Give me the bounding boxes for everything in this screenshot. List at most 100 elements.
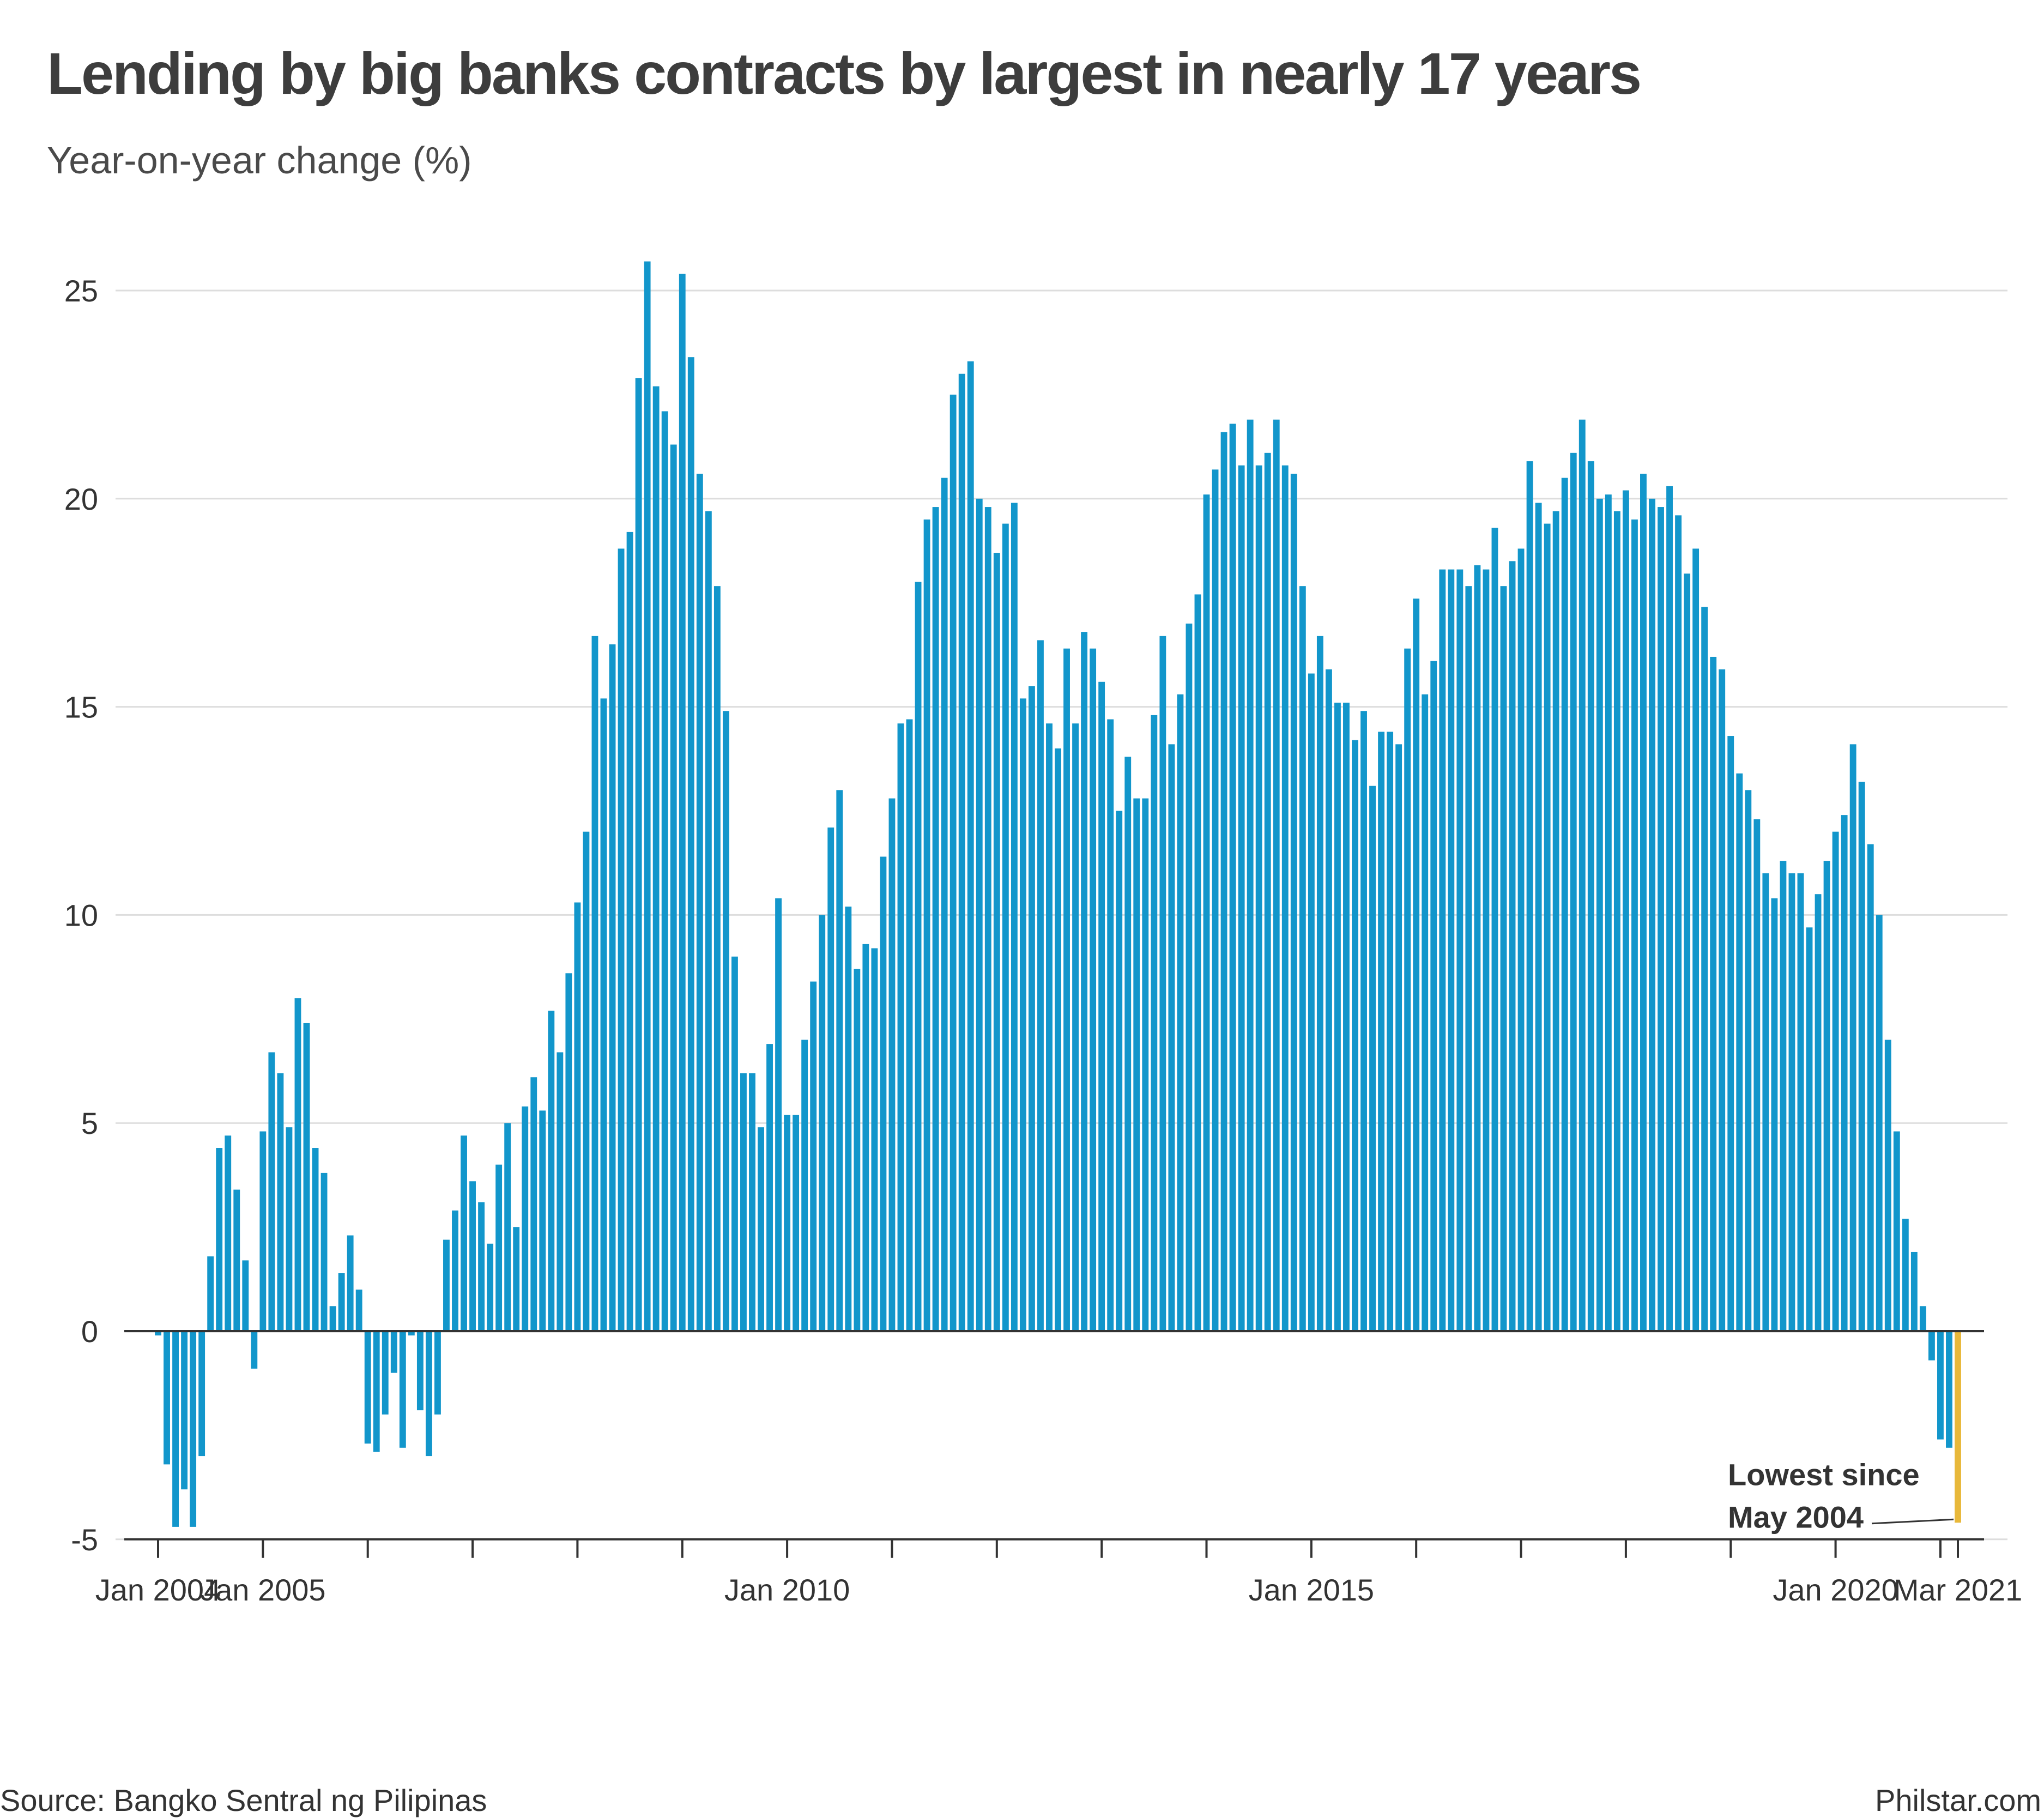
bar [705,511,712,1331]
bar [1177,694,1184,1331]
bar [1116,811,1123,1331]
bar [1858,782,1865,1331]
bar [661,411,668,1331]
bar [286,1127,293,1331]
y-tick-label: 25 [64,274,98,308]
bar [766,1044,773,1331]
bar [1159,636,1166,1331]
bar [600,698,607,1331]
bar [1823,861,1830,1331]
bar [539,1110,546,1331]
bar [364,1331,371,1444]
bar [1517,548,1525,1331]
bar [1212,469,1219,1331]
bar [434,1331,441,1415]
bar [1910,1252,1918,1331]
bar [1387,732,1394,1331]
bar [478,1202,485,1331]
bar [1788,873,1795,1331]
bar [181,1331,188,1490]
bar [1570,452,1577,1331]
bar [731,956,738,1331]
bar [1194,594,1201,1331]
x-tick-label: Mar 2021 [1894,1573,2023,1607]
bar [1055,748,1061,1331]
bar [1439,569,1446,1331]
bar [1413,599,1420,1331]
bar [696,473,703,1331]
bar [1299,586,1306,1331]
bar [1238,465,1245,1331]
bar [504,1123,511,1331]
bar [1186,623,1193,1331]
bar [1675,515,1682,1331]
bar [1919,1306,1926,1331]
bar [1352,740,1358,1331]
bar [793,1114,800,1331]
bar [687,357,694,1331]
bar [810,981,817,1331]
bar [1745,790,1752,1331]
bar [495,1164,503,1331]
bar [1753,819,1761,1331]
bar [1666,486,1673,1331]
annotation-label: Lowest since [1728,1458,1920,1492]
annotation-label: May 2004 [1728,1500,1864,1535]
bar [1622,490,1629,1331]
bar [923,519,930,1331]
bar [652,386,660,1332]
bar [984,507,991,1331]
bar [1771,898,1778,1331]
bar [1343,702,1350,1331]
bar [1509,561,1516,1331]
bar [635,378,642,1331]
source-note: Source: Bangko Sentral ng Pilipinas [0,1783,487,1817]
bar [1168,744,1175,1331]
bar [347,1235,354,1331]
chart-title: Lending by big banks contracts by larges… [47,40,1642,106]
bar [294,998,301,1331]
bar [1701,607,1708,1331]
bar [740,1073,747,1331]
bar [958,373,965,1331]
bar [591,636,598,1331]
bar [1552,511,1559,1331]
bar [1203,494,1210,1331]
bar [329,1306,336,1331]
bar [1081,632,1088,1331]
bar [1946,1331,1952,1448]
bar [670,444,677,1331]
bar [565,973,572,1331]
bar [976,498,983,1331]
bar [469,1181,476,1331]
bar [749,1073,755,1331]
bar [897,723,904,1331]
bar [1019,698,1026,1331]
bar [871,948,878,1331]
x-tick-label: Jan 2020 [1773,1573,1898,1607]
bar [1849,744,1856,1331]
bar [382,1331,389,1415]
bar [1316,636,1323,1331]
bar [198,1331,205,1457]
y-tick-label: 10 [64,898,98,932]
bar [1832,831,1839,1331]
bar [155,1331,161,1336]
bar [950,394,957,1331]
bar [416,1331,424,1411]
bar [443,1240,450,1331]
bar [461,1136,467,1331]
bar [1142,798,1149,1331]
bar [530,1077,537,1331]
bar [303,1023,310,1331]
bar [1028,686,1035,1331]
bar [1002,523,1009,1332]
bar [1290,473,1297,1331]
bar [1395,744,1402,1331]
bar [1692,548,1700,1331]
bar [1649,498,1655,1331]
bar [1710,656,1717,1331]
bar [216,1148,223,1331]
bar [1098,681,1105,1331]
bar [1902,1218,1909,1331]
